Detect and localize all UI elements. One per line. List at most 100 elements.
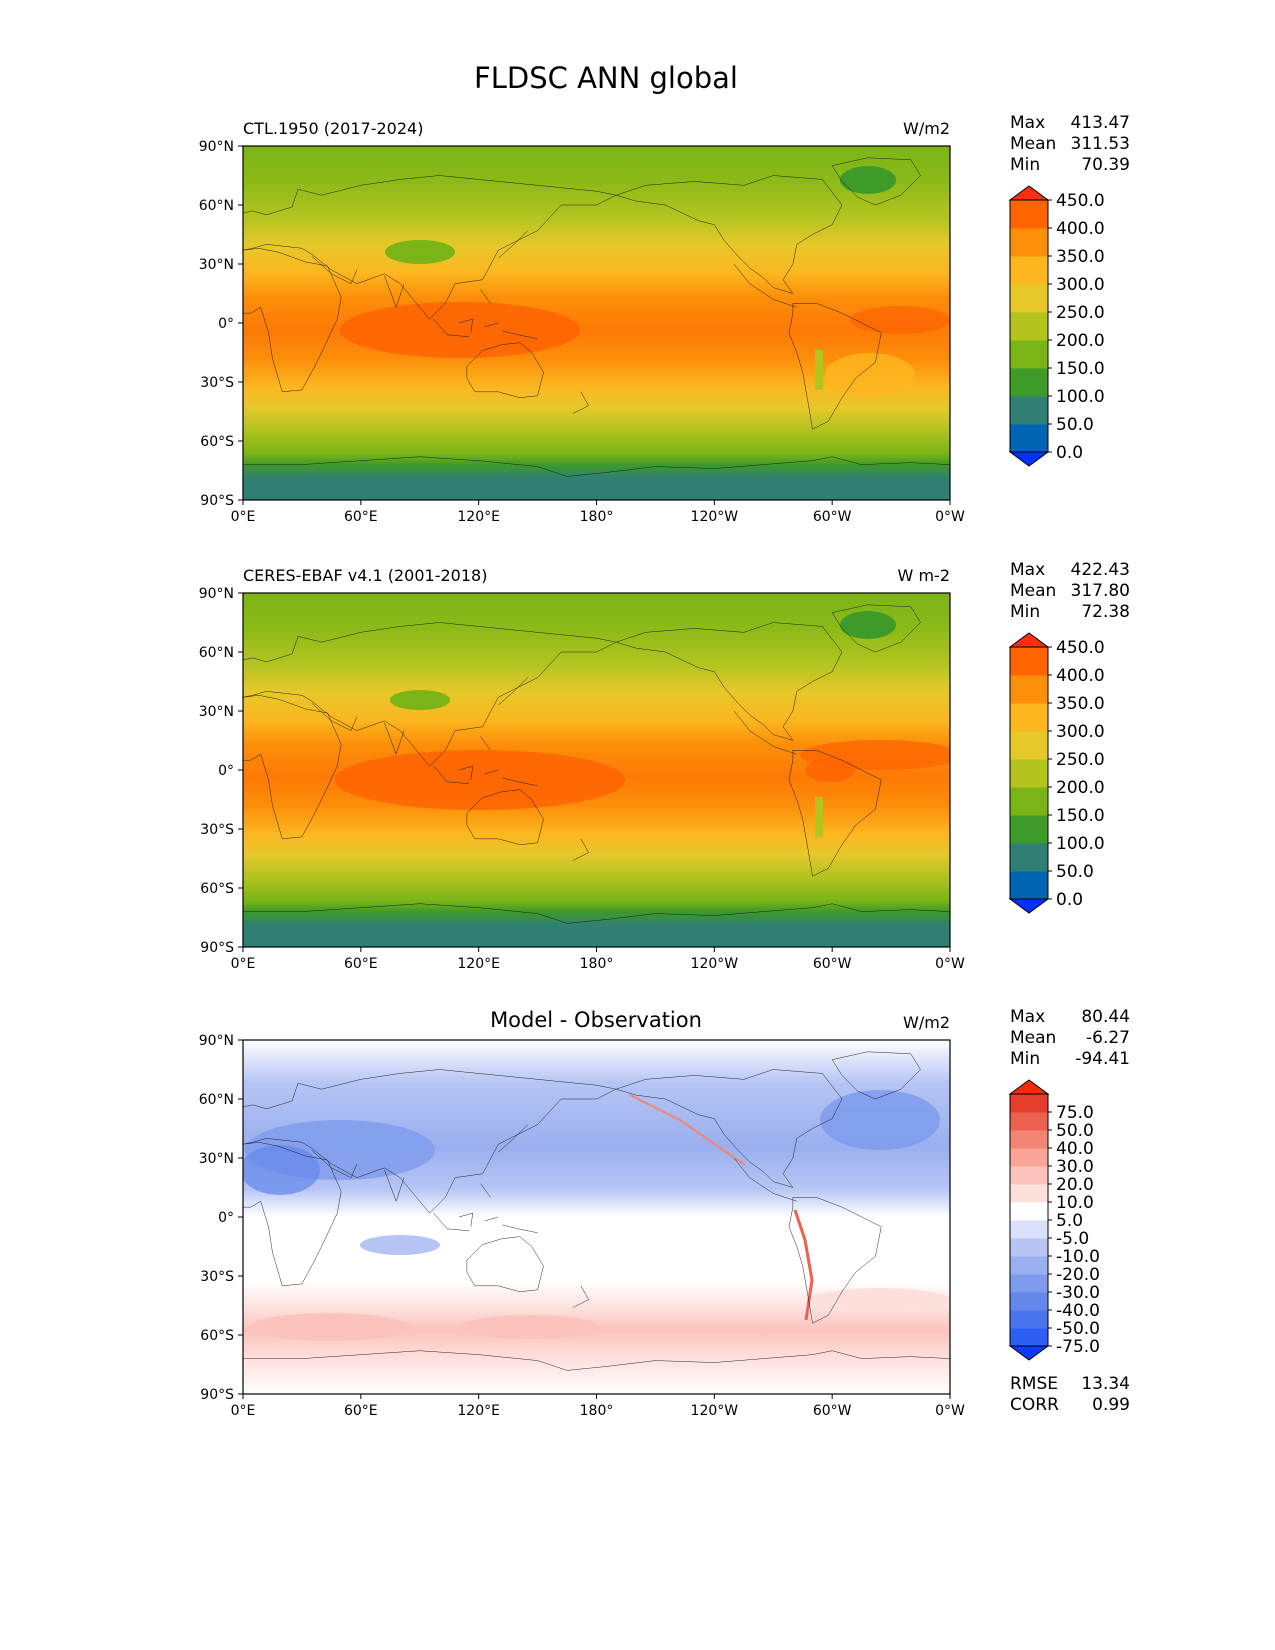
x-tick-label: 0°E [231,1403,256,1419]
map-regional-features-test [243,157,950,477]
colorbar-bin [1010,1166,1048,1185]
colorbar-bin [1010,1220,1048,1239]
y-tick-label: 30°N [199,1151,234,1167]
y-tick-label: 90°S [200,493,234,509]
stat-label: Mean [1010,581,1056,601]
colorbar-bin [1010,1202,1048,1221]
x-tick-label: 120°E [457,956,500,972]
colorbar-bin [1010,871,1048,900]
y-tick-label: 60°N [199,645,234,661]
x-tick-label: 0°E [231,956,256,972]
colorbar-bin [1010,843,1048,872]
x-tick-label: 180° [580,509,614,525]
colorbar-bin [1010,312,1048,341]
y-tick-label: 30°N [199,704,234,720]
y-tick-label: 90°N [199,139,234,155]
panel-units: W/m2 [903,1013,950,1032]
colorbar-label: -30.0 [1056,1283,1100,1303]
colorbar-label: -10.0 [1056,1247,1100,1267]
x-tick-label: 120°E [457,1403,500,1419]
x-tick-label: 60°W [813,509,852,525]
stat-label: RMSE [1010,1374,1058,1394]
colorbar-bin [1010,787,1048,816]
x-tick-label: 60°E [344,956,378,972]
colorbar-extend-max [1008,1079,1050,1095]
stat-value: -94.41 [1075,1049,1130,1069]
colorbar-bin [1010,1148,1048,1167]
colorbar-bin [1010,1310,1048,1329]
colorbar-bin [1010,340,1048,369]
stat-label: Min [1010,1049,1040,1069]
stat-value: 70.39 [1081,155,1130,175]
panel-left-title: CTL.1950 (2017-2024) [243,119,423,138]
colorbar-label: 300.0 [1056,722,1105,742]
stat-label: Min [1010,155,1040,175]
colorbar-bin [1010,703,1048,732]
colorbar-bin [1010,1256,1048,1275]
panel-left-title: CERES-EBAF v4.1 (2001-2018) [243,566,487,585]
colorbar-bin [1010,1328,1048,1347]
colorbar-extend-max [1008,632,1050,648]
colorbar-label: 75.0 [1056,1103,1094,1123]
x-tick-label: 180° [580,956,614,972]
colorbar-bin [1010,1184,1048,1203]
y-tick-label: 90°S [200,940,234,956]
colorbar-bin [1010,256,1048,285]
colorbar-label: 10.0 [1056,1193,1094,1213]
colorbar-bin [1010,200,1048,229]
axis-ticks-test: 0°E 60°E 120°E 180° 120°W 60°W 0°W 90°N 60°N 30°N… [199,139,965,525]
panel-difference: Model - Observation W/m2 0°E 60°E 120°E 180… [199,1008,965,1419]
panel-test: CTL.1950 (2017-2024) W/m2 0°E 60°E 120°E 18… [199,119,965,525]
y-tick-label: 60°N [199,1092,234,1108]
panel-center-title: Model - Observation [490,1008,702,1032]
colorbar-extend-min [1008,1345,1050,1361]
colorbar-bin [1010,368,1048,397]
stat-label: Mean [1010,1028,1056,1048]
colorbar-label: 0.0 [1056,890,1083,910]
colorbar-bin [1010,1274,1048,1293]
x-tick-label: 120°W [691,509,739,525]
y-tick-label: 90°S [200,1387,234,1403]
stat-label: Max [1010,560,1045,580]
y-tick-label: 60°N [199,198,234,214]
colorbar-frame [1009,646,1049,900]
stats-test: Max 413.47 Mean 311.53 Min 70.39 [1010,113,1130,175]
panel-reference: CERES-EBAF v4.1 (2001-2018) W m-2 0°E 60°… [199,566,965,972]
colorbar-bin [1010,815,1048,844]
stat-value: -6.27 [1086,1028,1130,1048]
colorbar-label: 200.0 [1056,331,1105,351]
colorbar-extend-max [1008,185,1050,201]
stat-label: Max [1010,1007,1045,1027]
stat-label: Max [1010,113,1045,133]
y-tick-label: 60°S [200,1328,234,1344]
map-regional-features-difference [243,1051,950,1371]
map-regional-features-reference [243,604,950,924]
colorbar-difference: -75.0-50.0-40.0-30.0-20.0-10.0-5.05.010.… [1008,1079,1100,1361]
stat-value: 0.99 [1092,1395,1130,1415]
y-tick-label: 0° [218,316,234,332]
colorbar-bin [1010,759,1048,788]
colorbar-test: 0.0 50.0 100.0 150.0 200.0 250.0 300.0 350.0 400… [1008,185,1105,467]
colorbar-label: 400.0 [1056,219,1105,239]
colorbar-label: 20.0 [1056,1175,1094,1195]
colorbar-label: 150.0 [1056,359,1105,379]
colorbar-bin [1010,424,1048,453]
x-tick-label: 120°W [691,956,739,972]
colorbar-bin [1010,1238,1048,1257]
colorbar-label: 100.0 [1056,387,1105,407]
stat-label: Mean [1010,134,1056,154]
stat-value: 13.34 [1081,1374,1130,1394]
colorbar-label: 50.0 [1056,1121,1094,1141]
x-tick-label: 0°E [231,509,256,525]
figure-title: FLDSC ANN global [474,61,738,95]
x-tick-label: 120°W [691,1403,739,1419]
stat-value: 72.38 [1081,602,1130,622]
y-tick-label: 90°N [199,1033,234,1049]
y-tick-label: 60°S [200,434,234,450]
x-tick-label: 120°E [457,509,500,525]
colorbar-label: -75.0 [1056,1337,1100,1357]
y-tick-label: 30°N [199,257,234,273]
x-tick-label: 0°W [935,509,965,525]
stat-label: CORR [1010,1395,1059,1415]
